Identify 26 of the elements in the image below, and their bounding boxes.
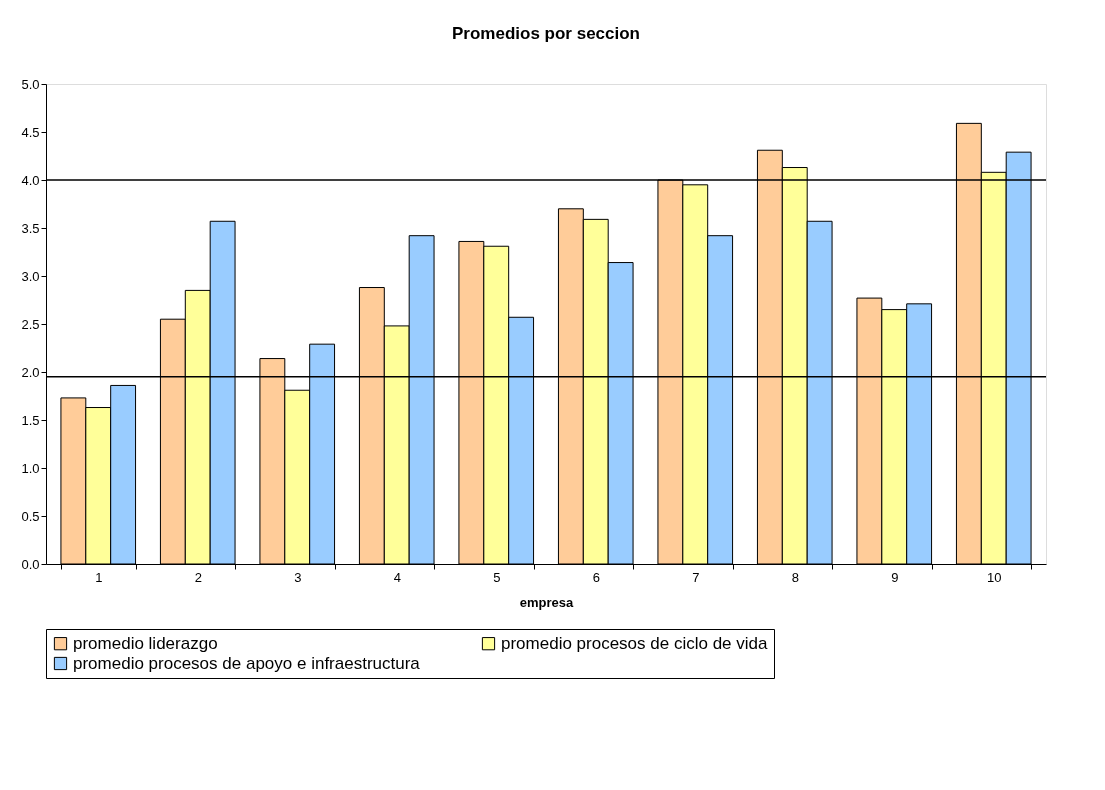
x-tick-label: 5 [493,569,501,585]
y-tick-label: 5.0 [21,76,40,92]
legend-label: promedio procesos de ciclo de vida [501,633,769,653]
y-tick-label: 2.5 [21,316,40,332]
chart-title: Promedios por seccion [452,24,640,43]
x-tick-label: 6 [592,569,600,585]
x-tick-label: 1 [95,569,103,585]
x-tick-label: 10 [987,569,1002,585]
x-tick-label: 2 [194,569,202,585]
x-tick-label: 3 [294,569,302,585]
x-tick-label: 4 [393,569,401,585]
y-tick-label: 0.5 [21,508,40,524]
y-tick-label: 4.5 [21,124,40,140]
x-tick-label: 7 [692,569,700,585]
y-tick-label: 0.0 [21,556,40,572]
legend-label: promedio procesos de apoyo e infraestructura [73,653,421,673]
y-tick-label: 4.0 [21,172,40,188]
x-axis-title: empresa [519,594,575,610]
y-tick-label: 1.0 [21,460,40,476]
y-tick-label: 3.5 [21,220,40,236]
y-tick-label: 2.0 [21,364,40,380]
legend-label: promedio liderazgo [73,633,218,653]
y-tick-label: 3.0 [21,268,40,284]
x-tick-label: 9 [891,569,899,585]
y-tick-label: 1.5 [21,412,40,428]
x-tick-label: 8 [791,569,799,585]
